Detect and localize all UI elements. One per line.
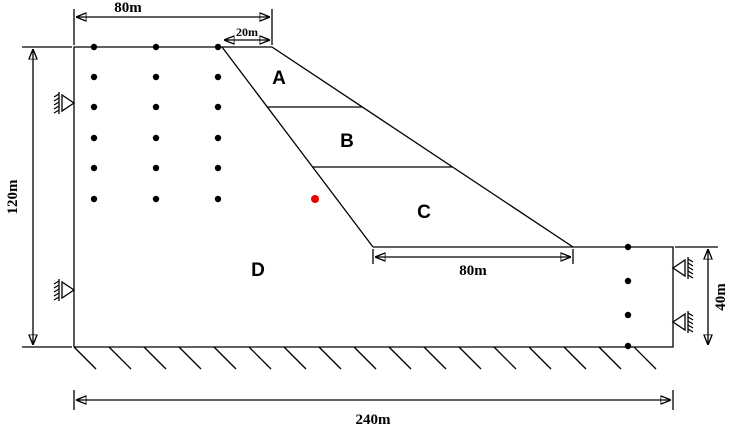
dot <box>152 134 160 142</box>
dimension-lines <box>22 9 718 410</box>
hatch-line <box>563 346 587 370</box>
hatch-line <box>493 346 517 370</box>
support-hatch <box>53 284 60 289</box>
zone-label: B <box>340 131 354 152</box>
support-hatch <box>687 324 694 329</box>
dot <box>152 103 160 111</box>
dot <box>90 195 98 203</box>
support-hatch <box>687 274 694 279</box>
dot <box>624 342 632 350</box>
hatch-line <box>213 346 237 370</box>
support-hatch <box>687 320 694 325</box>
support-hatch <box>687 266 694 271</box>
dim-label: 80m <box>114 0 142 16</box>
dot <box>624 277 632 285</box>
outline <box>73 46 674 348</box>
dot <box>214 73 222 81</box>
support-hatch <box>687 312 694 317</box>
ground-hatching <box>73 346 657 370</box>
dot <box>90 134 98 142</box>
zone-label: A <box>272 68 286 89</box>
support-triangle <box>61 93 76 113</box>
support-triangle <box>671 312 686 332</box>
dot <box>90 73 98 81</box>
support-hatch <box>53 109 60 114</box>
supports <box>53 92 694 333</box>
dot <box>214 164 222 172</box>
hatch-line <box>633 346 657 370</box>
hatch-line <box>423 346 447 370</box>
hatch-line <box>248 346 272 370</box>
dot <box>90 103 98 111</box>
hatch-line <box>353 346 377 370</box>
dot <box>152 164 160 172</box>
support-hatch <box>687 262 694 267</box>
hatch-line <box>178 346 202 370</box>
dot <box>214 134 222 142</box>
inner-slope <box>221 46 374 248</box>
dot <box>152 43 160 51</box>
dot <box>214 103 222 111</box>
hatch-line <box>108 346 132 370</box>
hatch-line <box>143 346 167 370</box>
geometry <box>73 46 674 348</box>
dim-label: 20m <box>236 25 258 39</box>
dot <box>152 73 160 81</box>
dot <box>90 43 98 51</box>
hatch-line <box>318 346 342 370</box>
dim-label: 40m <box>713 283 729 311</box>
support-hatch <box>53 288 60 293</box>
support-hatch <box>53 296 60 301</box>
hatch-line <box>458 346 482 370</box>
dot <box>214 195 222 203</box>
support-hatch <box>53 280 60 285</box>
support-hatch <box>53 93 60 98</box>
zone-label: D <box>251 260 265 281</box>
support-hatch <box>687 328 694 333</box>
support-triangle <box>61 280 76 300</box>
support-triangle <box>671 258 686 278</box>
support-hatch <box>53 105 60 110</box>
support-hatch <box>687 316 694 321</box>
dot <box>152 195 160 203</box>
dot <box>624 311 632 319</box>
support-hatch <box>53 292 60 297</box>
red-point <box>311 195 319 203</box>
hatch-line <box>388 346 412 370</box>
hatch-line <box>598 346 622 370</box>
dot <box>90 164 98 172</box>
dim-label: 240m <box>356 412 392 428</box>
support-hatch <box>687 270 694 275</box>
hatch-line <box>73 346 97 370</box>
zone-label: C <box>417 202 431 223</box>
support-hatch <box>53 101 60 106</box>
hatch-line <box>283 346 307 370</box>
monitor-points <box>90 43 632 350</box>
dim-label: 80m <box>459 263 487 279</box>
dim-label: 120m <box>5 179 21 215</box>
hatch-line <box>528 346 552 370</box>
support-hatch <box>687 258 694 263</box>
dot <box>214 43 222 51</box>
dot <box>624 243 632 251</box>
support-hatch <box>53 97 60 102</box>
